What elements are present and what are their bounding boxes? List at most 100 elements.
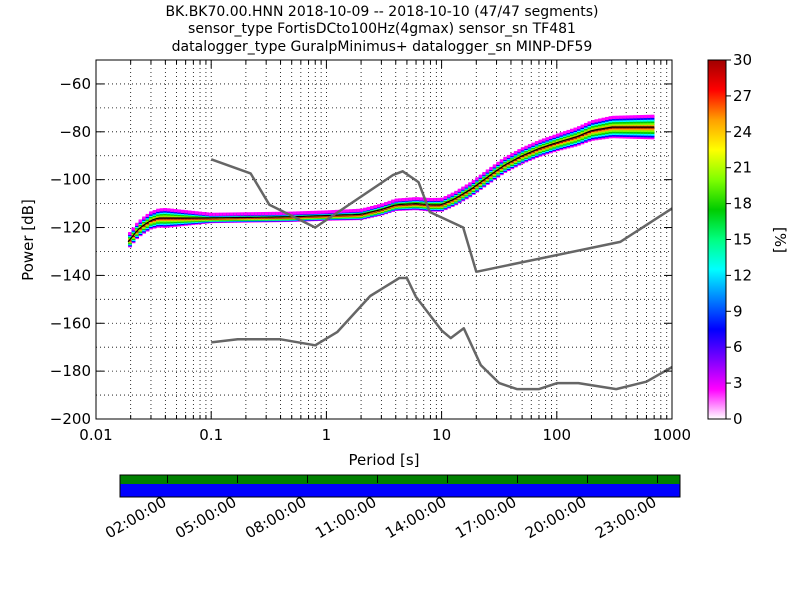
psd-cell (626, 135, 630, 139)
plot-area: 0.01 0.1 1 10 100 1000 −60 −80 −100 −120 −140 −160 −… (50, 59, 691, 444)
x-tick-label: 1 (322, 426, 332, 444)
psd-cell (605, 116, 609, 121)
psd-cell (629, 135, 634, 139)
noise-model-high (210, 158, 673, 274)
psd-cell (163, 208, 167, 212)
psd-cell (208, 212, 213, 216)
timeline-label: 05:00:00 (172, 493, 239, 542)
psd-cell (629, 128, 634, 132)
psd-cell (626, 115, 630, 119)
psd-cell (640, 123, 644, 127)
colorbar-label: [%] (771, 227, 789, 253)
psd-cell (313, 210, 318, 214)
psd-cell (633, 127, 637, 131)
colorbar-tick-label: 27 (733, 87, 752, 105)
psd-cell (612, 120, 616, 124)
psd-cell (412, 197, 416, 201)
colorbar-tick-label: 30 (733, 51, 752, 69)
psd-cell (450, 192, 455, 196)
y-tick-label: −160 (50, 314, 91, 332)
chart-title: BK.BK70.00.HNN 2018-10-09 -- 2018-10-10 … (165, 4, 598, 55)
psd-cell (636, 120, 641, 124)
psd-cell (622, 123, 627, 127)
psd-cell (292, 211, 297, 215)
psd-cell (142, 216, 146, 220)
psd-cell (640, 134, 644, 138)
psd-cell (647, 123, 651, 127)
psd-cell (159, 208, 164, 212)
psd-cell (436, 197, 441, 202)
psd-cell (191, 210, 196, 215)
psd-cell (349, 209, 353, 213)
psd-cell (149, 211, 153, 215)
psd-cell (440, 197, 445, 201)
psd-cell (636, 132, 641, 136)
psd-cell (640, 127, 644, 131)
psd-cell (629, 132, 634, 136)
psd-cell (257, 212, 262, 216)
psd-cell (370, 205, 374, 210)
psd-cell (296, 211, 301, 215)
psd-cell (612, 122, 616, 126)
psd-cell (584, 122, 588, 127)
psd-cell (640, 118, 644, 122)
psd-cell (633, 115, 637, 119)
colorbar-tick-label: 18 (733, 195, 752, 213)
psd-cell (180, 209, 185, 213)
psd-cell (626, 118, 630, 122)
psd-cell (342, 209, 346, 213)
psd-cell (647, 136, 651, 140)
psd-cell (622, 132, 627, 136)
psd-cell (615, 130, 620, 134)
psd-cell (212, 212, 217, 216)
psd-cell (619, 117, 623, 121)
psd-cell (615, 131, 620, 136)
psd-cell (650, 132, 655, 136)
psd-cell (398, 198, 402, 202)
psd-cell (457, 188, 462, 192)
psd-cell (629, 127, 634, 131)
colorbar-tick-label: 9 (733, 302, 743, 320)
psd-cell (647, 121, 651, 126)
psd-cell (268, 211, 273, 216)
psd-cell (626, 123, 630, 127)
psd-cell (647, 116, 651, 120)
psd-cell (619, 120, 623, 124)
psd-cell (622, 127, 627, 131)
y-tick-label: −60 (59, 75, 91, 93)
psd-cell (615, 123, 620, 127)
psd-cell (219, 212, 224, 216)
psd-cell (643, 130, 648, 134)
psd-cell (569, 128, 574, 132)
psd-cell (145, 213, 150, 218)
psd-cell (541, 138, 546, 142)
psd-cell (243, 212, 248, 216)
psd-cell (626, 117, 630, 121)
psd-cell (650, 114, 655, 118)
timeline-label: 08:00:00 (242, 493, 309, 542)
timeline-label: 11:00:00 (312, 493, 379, 542)
psd-cell (261, 211, 266, 216)
psd-mode-line (127, 126, 655, 243)
psd-cell (443, 195, 448, 200)
colorbar-tick-label: 24 (733, 123, 752, 141)
psd-cell (170, 208, 175, 212)
psd-cell (492, 164, 497, 168)
psd-cell (650, 121, 655, 126)
x-tick-label: 0.01 (79, 426, 112, 444)
y-axis-label: Power [dB] (19, 199, 37, 281)
timeline-label: 23:00:00 (592, 493, 659, 542)
psd-cell (650, 118, 655, 122)
psd-cell (138, 219, 143, 223)
psd-cell (198, 211, 203, 215)
psd-cell (615, 120, 620, 124)
psd-cell (633, 120, 637, 124)
psd-cell (619, 118, 623, 123)
psd-cell (580, 124, 585, 128)
psd-cell (236, 212, 241, 216)
y-tick-label: −200 (50, 410, 91, 428)
psd-cell (636, 121, 641, 126)
psd-cell (510, 152, 515, 157)
noise-models (210, 158, 673, 391)
